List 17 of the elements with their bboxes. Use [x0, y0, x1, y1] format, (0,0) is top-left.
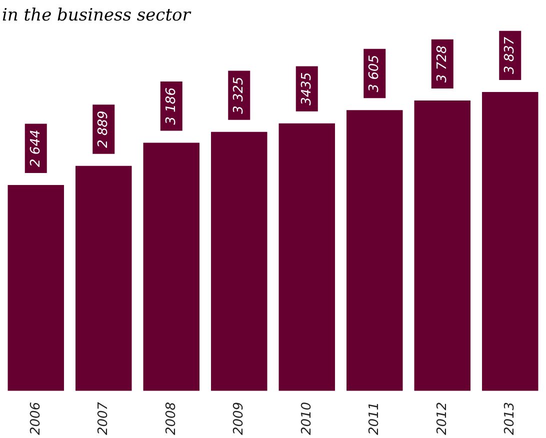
x-tick-label: 2012 — [434, 402, 450, 436]
data-label: 2 644 — [28, 130, 44, 167]
data-label: 3 325 — [232, 76, 246, 114]
data-label: 3435 — [299, 72, 314, 106]
data-label: 3 837 — [502, 36, 518, 74]
x-tick-label: 2007 — [96, 401, 111, 436]
x-tick-label: 2006 — [28, 402, 44, 436]
x-tick-label: 2009 — [232, 402, 246, 436]
chart-title: in the business sector — [2, 6, 192, 26]
data-label: 3 605 — [367, 54, 382, 92]
x-tick-label: 2013 — [502, 402, 518, 436]
data-label: 2 889 — [96, 110, 111, 148]
x-tick-label: 2010 — [299, 402, 314, 436]
x-tick-label: 2008 — [164, 402, 179, 436]
data-label: 3 728 — [434, 45, 450, 83]
data-label: 3 186 — [164, 88, 179, 125]
x-tick-label: 2011 — [367, 402, 382, 436]
